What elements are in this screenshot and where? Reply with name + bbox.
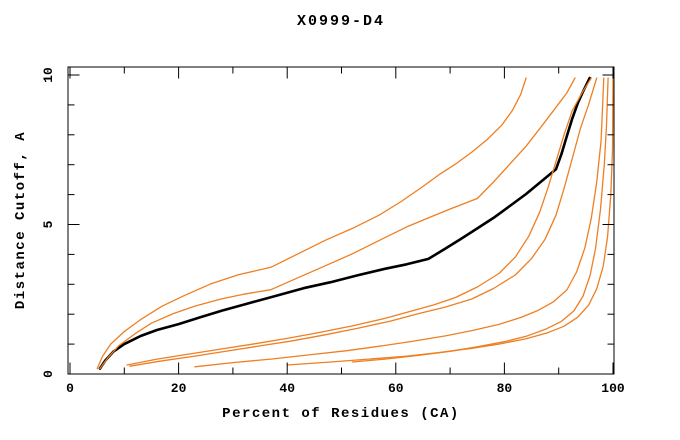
x-tick-label: 60	[388, 381, 404, 396]
x-axis-label: Percent of Residues (CA)	[222, 406, 460, 422]
curve-orange-curve-3	[126, 77, 592, 366]
curve-orange-curve-4	[129, 77, 598, 367]
curve-orange-curve-5	[194, 77, 605, 368]
y-tick-label: 0	[41, 370, 56, 378]
curve-orange-curve-6	[351, 77, 609, 363]
chart-title: X0999-D4	[297, 13, 385, 30]
y-tick-label: 5	[41, 220, 56, 228]
y-axis-label: Distance Cutoff, A	[13, 131, 29, 309]
x-tick-label: 40	[279, 381, 295, 396]
x-tick-label: 20	[171, 381, 187, 396]
curve-orange-curve-7	[286, 77, 614, 366]
plot-frame	[67, 66, 615, 375]
curve-orange-curve-2	[99, 77, 576, 370]
curve-lines	[96, 76, 614, 370]
axis-tick-labels: 0 20 40 60 80 100 0 5 10	[41, 67, 625, 396]
curve-black-bold-curve	[98, 76, 592, 370]
x-tick-label: 0	[66, 381, 74, 396]
y-tick-label: 10	[41, 67, 56, 83]
x-tick-label: 100	[601, 381, 625, 396]
curve-orange-curve-1	[96, 77, 527, 370]
axis-ticks	[68, 67, 614, 375]
plot-box	[67, 66, 615, 375]
x-tick-label: 80	[497, 381, 513, 396]
